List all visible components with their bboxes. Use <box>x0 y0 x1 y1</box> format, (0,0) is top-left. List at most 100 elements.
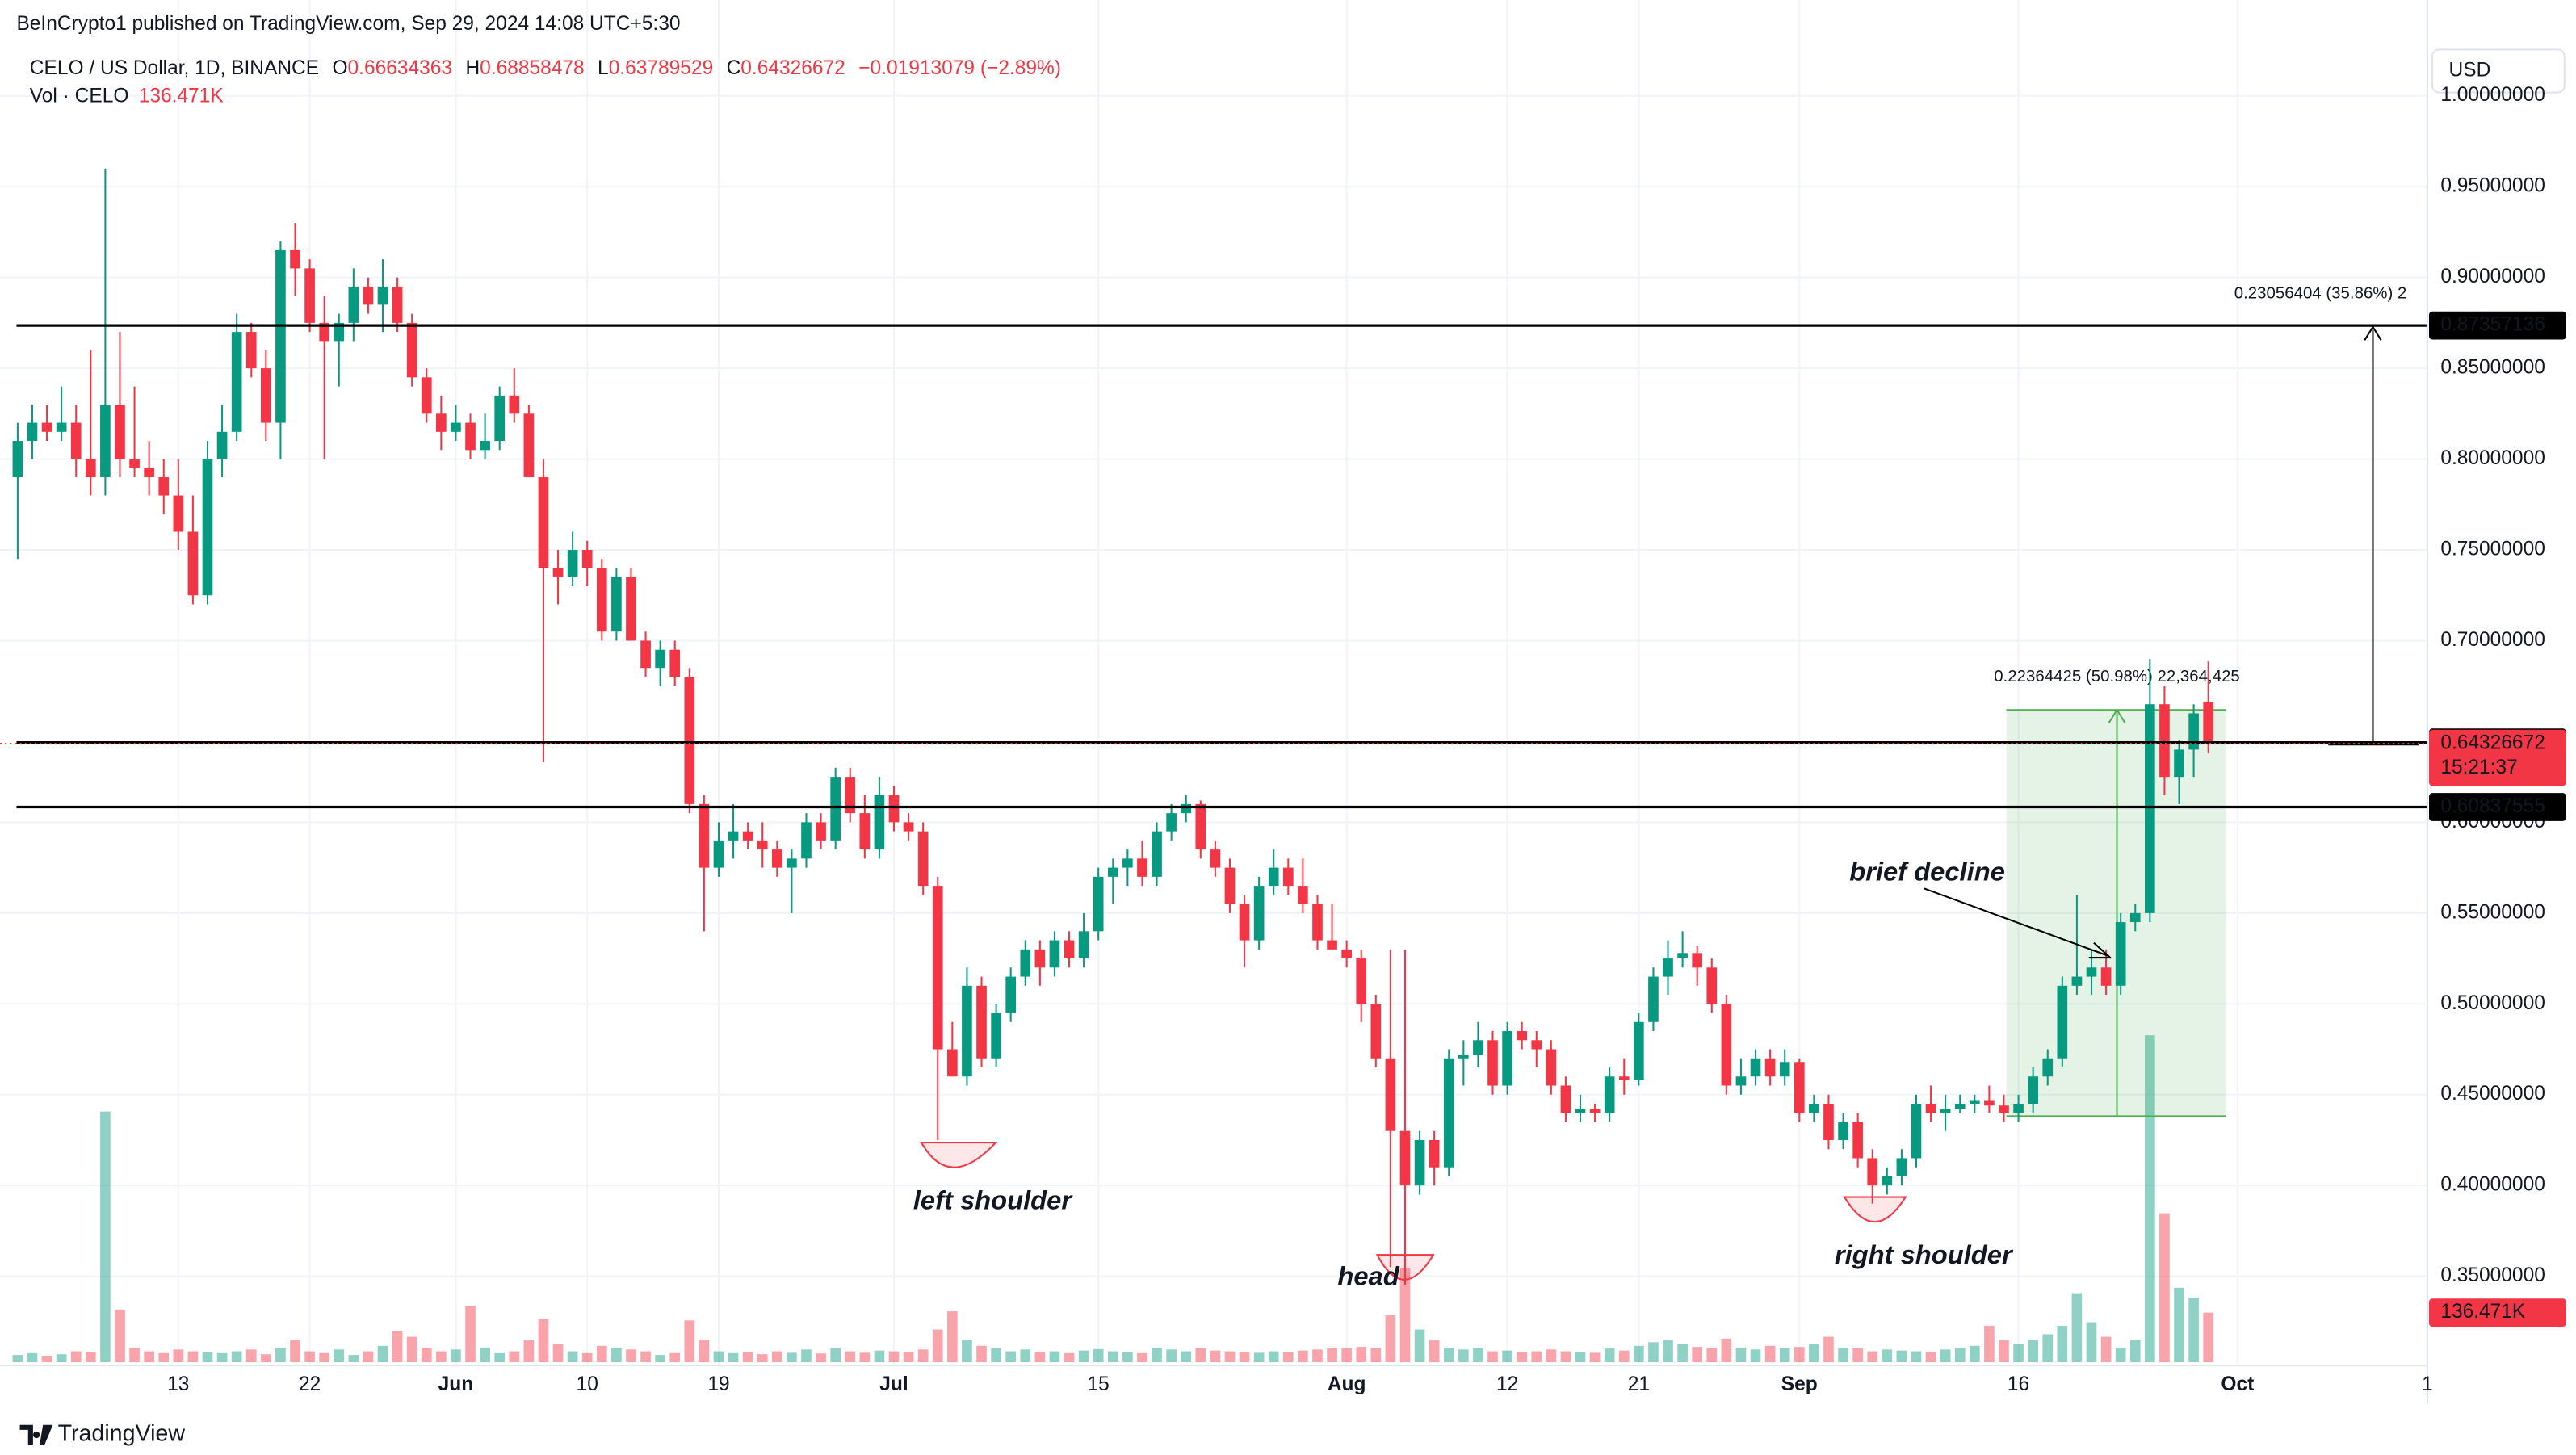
candle-body <box>1677 953 1688 959</box>
x-tick-label: 16 <box>2008 1373 2029 1395</box>
candle-body <box>2115 922 2126 986</box>
candle-body <box>1779 1062 1790 1077</box>
candle-body <box>509 395 520 414</box>
candle-body <box>1181 803 1192 814</box>
volume-bar <box>115 1309 125 1363</box>
volume-bar <box>2129 1340 2141 1363</box>
volume-bar <box>1122 1352 1133 1363</box>
volume-bar <box>231 1351 242 1363</box>
y-tick-label: 0.80000000 <box>2440 447 2545 469</box>
l-value: 0.63789529 <box>609 57 714 79</box>
change: −0.01913079 (−2.89%) <box>858 57 1061 79</box>
volume-bar <box>1210 1350 1221 1363</box>
candle-body <box>1925 1103 1936 1113</box>
candle-body <box>830 777 841 841</box>
pattern-arc <box>1843 1196 1907 1223</box>
candle-body <box>173 495 184 532</box>
volume-bar <box>1911 1351 1922 1363</box>
volume-bar <box>1721 1338 1732 1363</box>
currency-button[interactable] <box>2431 48 2566 94</box>
candle-body <box>713 840 724 868</box>
candle-body <box>903 822 914 832</box>
volume-bar <box>1867 1351 1878 1363</box>
candle-body <box>187 531 199 596</box>
currency[interactable]: USD <box>2449 59 2491 81</box>
x-tick-label: 21 <box>1628 1373 1650 1395</box>
volume-bar <box>962 1340 972 1363</box>
volume-bar <box>509 1351 520 1363</box>
volume-bar <box>2100 1336 2112 1363</box>
measure-arrowhead <box>2364 325 2382 341</box>
volume-bar <box>1502 1350 1512 1363</box>
volume-bar <box>451 1349 461 1363</box>
footer-logo: TradingView <box>58 1421 186 1447</box>
volume-bar <box>465 1306 476 1363</box>
candle-body <box>1867 1158 1878 1186</box>
volume-bar <box>1969 1345 1980 1363</box>
y-tick-label: 0.35000000 <box>2440 1264 2545 1286</box>
candle-body <box>684 677 695 804</box>
candle-body <box>202 459 213 596</box>
volume-bar <box>1078 1350 1089 1363</box>
candle-body <box>216 431 228 459</box>
volume-bar <box>1517 1352 1528 1363</box>
volume-bar <box>1925 1352 1936 1363</box>
candle-body <box>2203 702 2214 744</box>
candle-body <box>611 577 622 632</box>
candle-body <box>1954 1103 1966 1109</box>
volume-bar <box>392 1331 403 1363</box>
volume-bar <box>129 1348 140 1363</box>
volume-bar <box>173 1349 184 1363</box>
volume-legend: Vol · CELO 136.471K <box>30 86 224 107</box>
candle-body <box>2188 713 2199 750</box>
volume-bar <box>1750 1349 1761 1363</box>
volume-bar <box>1107 1351 1118 1363</box>
volume-bar <box>1999 1340 2009 1363</box>
candle-body <box>1546 1049 1557 1086</box>
volume-bar <box>1838 1348 1848 1363</box>
candle-body <box>1517 1031 1528 1041</box>
volume-bar <box>1706 1348 1718 1363</box>
candle-body <box>1298 886 1308 904</box>
candle-body <box>1414 1139 1425 1186</box>
candle-body <box>1224 867 1236 904</box>
volume-bar <box>1618 1350 1630 1363</box>
volume-bar <box>1385 1315 1396 1363</box>
candle-body <box>1312 904 1323 941</box>
volume-bar <box>757 1354 768 1363</box>
volume-bar <box>859 1352 871 1363</box>
volume-bar <box>2013 1344 2024 1363</box>
volume-bar <box>187 1351 199 1363</box>
x-tick-label: Jul <box>879 1373 908 1395</box>
volume-bar <box>1137 1352 1147 1363</box>
volume-bar <box>1327 1348 1337 1363</box>
o-label: O <box>332 57 347 79</box>
volume-bar <box>1005 1351 1017 1363</box>
candle-body <box>2145 704 2155 913</box>
volume-bar <box>1399 1268 1411 1363</box>
annotation: head <box>1337 1260 1399 1290</box>
h-value: 0.68858478 <box>480 57 585 79</box>
candle-body <box>669 649 681 677</box>
candle-body <box>991 1013 1001 1059</box>
candle-body <box>1268 867 1279 887</box>
candle-body <box>1473 1040 1483 1055</box>
candle-body <box>245 332 257 369</box>
volume-bar <box>56 1354 67 1363</box>
x-tick-label: Sep <box>1781 1373 1818 1395</box>
volume-bar <box>1546 1349 1557 1363</box>
volume-bar <box>1253 1352 1265 1363</box>
volume-bar <box>816 1353 826 1363</box>
candle-body <box>1152 831 1162 877</box>
volume-bar <box>1634 1345 1644 1363</box>
candle-body <box>2028 1076 2038 1104</box>
volume-bar <box>245 1349 257 1363</box>
volume-bar <box>567 1351 578 1363</box>
volume-bar <box>1298 1350 1308 1363</box>
volume-bar <box>1093 1348 1104 1363</box>
volume-bar <box>1020 1349 1031 1363</box>
candle-body <box>1282 867 1294 887</box>
candle-body <box>932 886 943 1050</box>
x-tick-label: 15 <box>1088 1373 1110 1395</box>
volume-bar <box>742 1352 753 1363</box>
